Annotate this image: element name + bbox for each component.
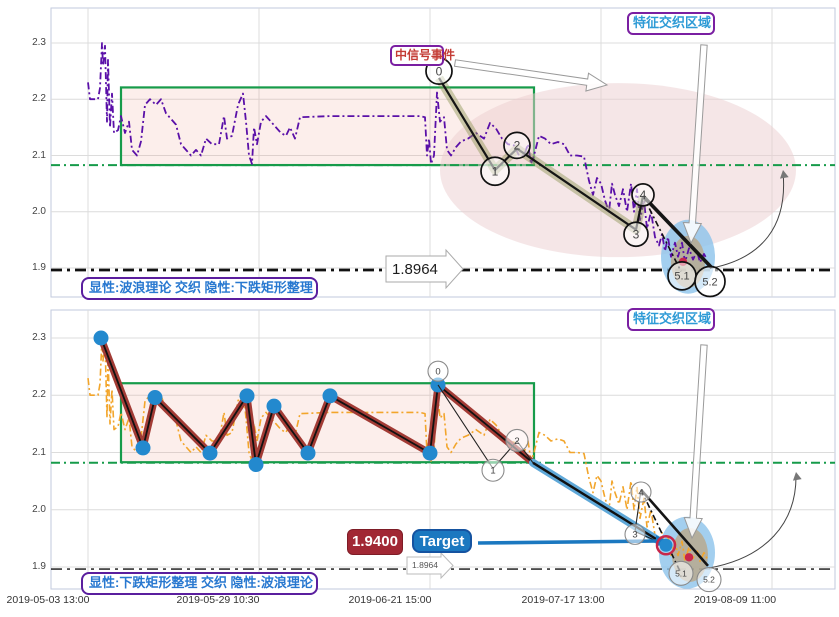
pink-feature-ellipse (440, 83, 796, 258)
pivot-dot (248, 457, 264, 473)
top-ytick-2.0: 2.0 (32, 205, 46, 217)
xtick-2: 2019-06-21 15:00 (348, 594, 432, 606)
bottom-feature-zone-label[interactable]: 特征交织区域 (627, 308, 715, 331)
wave-marker-2 (505, 428, 529, 453)
wave-marker-1 (481, 458, 505, 482)
svg-text:1: 1 (490, 466, 495, 477)
bottom-signal-flag (406, 551, 454, 580)
svg-text:0: 0 (436, 64, 443, 78)
top-signal-price-label: 1.8964 (392, 261, 438, 278)
svg-text:3: 3 (632, 530, 637, 541)
xtick-0: 2019-05-03 13:00 (6, 594, 90, 606)
svg-text:5.1: 5.1 (674, 271, 689, 283)
top-ytick-2.2: 2.2 (32, 93, 46, 105)
wave-marker-4 (631, 183, 655, 207)
top-ytick-2.1: 2.1 (32, 149, 46, 161)
bottom-ytick-2.1: 2.1 (32, 446, 46, 458)
xtick-4: 2019-08-09 11:00 (693, 594, 777, 606)
svg-text:0: 0 (435, 367, 440, 378)
wave-marker-5.2 (696, 567, 722, 593)
wave-marker-2 (503, 131, 531, 160)
top-ytick-2.3: 2.3 (32, 37, 46, 48)
wave-marker-5.2 (694, 265, 726, 298)
top-signal-flag (385, 248, 464, 290)
mid-signal-event-label[interactable]: 中信号事件 (390, 45, 455, 67)
svg-text:1: 1 (492, 164, 499, 178)
wave-marker-3 (623, 221, 649, 248)
pivot-dot (300, 445, 316, 461)
pivot-dot (93, 330, 109, 346)
pivot-dot (422, 445, 438, 461)
target-dot (659, 538, 673, 552)
top-projection-arc (711, 171, 785, 269)
wave-marker-5.1 (668, 560, 694, 586)
top-ytick-1.9: 1.9 (32, 262, 46, 273)
bottom-ytick-2.3: 2.3 (32, 332, 46, 343)
converge-red-dot (684, 553, 694, 562)
svg-text:5.2: 5.2 (702, 276, 717, 288)
bottom-mode-label[interactable]: 显性:下跌矩形整理 交织 隐性:波浪理论 (81, 572, 318, 595)
pivot-dot (147, 390, 163, 406)
bottom-projection-arc (708, 473, 797, 569)
pivot-dot (266, 398, 282, 414)
svg-text:4: 4 (640, 188, 647, 202)
xtick-3: 2019-07-17 13:00 (521, 594, 605, 606)
xtick-1: 2019-05-29 10:30 (176, 594, 260, 606)
bottom-ytick-1.9: 1.9 (32, 561, 46, 572)
svg-text:5.1: 5.1 (675, 568, 687, 578)
svg-text:3: 3 (633, 227, 640, 241)
target-label-box[interactable]: Target (412, 529, 472, 553)
bottom-ytick-2.2: 2.2 (32, 389, 46, 401)
bottom-panel: 0 1 2 3 4 5.1 5.2 (50, 309, 836, 593)
svg-text:4: 4 (638, 487, 643, 498)
svg-text:5.2: 5.2 (703, 575, 715, 585)
bottom-ytick-2.0: 2.0 (32, 503, 46, 515)
wave-marker-4 (630, 481, 652, 503)
pivot-dot (135, 440, 151, 456)
pivot-dot (202, 445, 218, 461)
svg-text:2: 2 (514, 436, 519, 447)
wave-marker-3 (624, 523, 646, 545)
top-feature-zone-label[interactable]: 特征交织区域 (627, 12, 715, 35)
target-price-box[interactable]: 1.9400 (347, 529, 403, 555)
pivot-dot (239, 388, 255, 404)
wave-marker-1 (480, 156, 510, 187)
bottom-signal-price-label: 1.8964 (412, 560, 438, 570)
pivot-dot (322, 388, 338, 404)
wave-marker-0 (427, 360, 449, 382)
svg-text:2: 2 (514, 139, 521, 153)
top-mode-label[interactable]: 显性:波浪理论 交织 隐性:下跌矩形整理 (81, 277, 318, 300)
